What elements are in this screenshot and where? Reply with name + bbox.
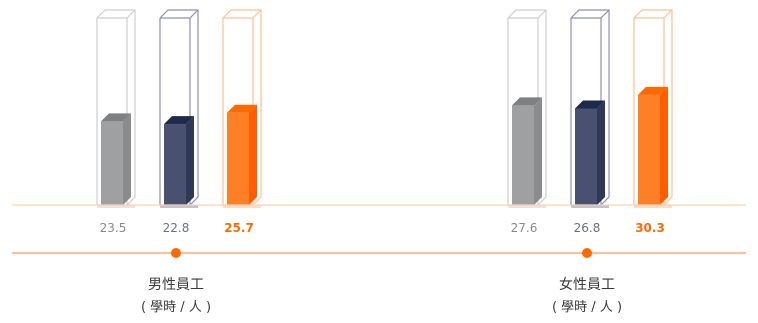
bar <box>164 116 194 205</box>
bar-front <box>638 94 660 205</box>
bar-container-base <box>508 205 546 208</box>
bar-top <box>227 104 257 113</box>
bar-side <box>534 97 542 205</box>
bar-top <box>638 86 668 95</box>
group-unit-label: ( 學時 / 人 ) <box>552 300 622 315</box>
bars <box>101 86 668 205</box>
bar-top <box>512 97 542 106</box>
group-axis-dot <box>582 248 592 258</box>
group-axis-dots <box>171 248 592 258</box>
group-labels: 男性員工 ( 學時 / 人 ) 女性員工 ( 學時 / 人 ) <box>141 276 622 315</box>
bar <box>512 97 542 205</box>
bar-front <box>575 108 597 205</box>
bar-front <box>101 121 123 205</box>
group-label: 男性員工 <box>148 277 204 293</box>
bar <box>101 113 131 205</box>
bar-side <box>123 113 131 205</box>
value-label: 27.6 <box>511 221 538 235</box>
group-axis-dot <box>171 248 181 258</box>
bar-side <box>249 104 257 205</box>
bar-front <box>164 124 186 205</box>
bar-top <box>101 113 131 122</box>
bar-container-base <box>160 205 198 208</box>
bar-top <box>575 100 605 109</box>
group-unit-label: ( 學時 / 人 ) <box>141 300 211 315</box>
value-label: 22.8 <box>163 221 190 235</box>
value-label: 30.3 <box>635 221 665 235</box>
value-label: 23.5 <box>100 221 127 235</box>
bar-container-base <box>223 205 261 208</box>
bar <box>638 86 668 205</box>
bar-front <box>227 112 249 205</box>
bar-side <box>597 100 605 205</box>
bar-container-base <box>97 205 135 208</box>
bar-top <box>164 116 194 125</box>
bar-front <box>512 105 534 205</box>
bar <box>227 104 257 205</box>
bar-container-base <box>571 205 609 208</box>
bar <box>575 100 605 205</box>
value-labels: 23.5 22.8 25.7 27.6 26.8 30.3 <box>100 221 665 235</box>
value-label: 25.7 <box>224 221 254 235</box>
group-label: 女性員工 <box>559 276 615 293</box>
bar-side <box>186 116 194 205</box>
bar-side <box>660 86 668 205</box>
value-label: 26.8 <box>574 221 601 235</box>
bar-container-base <box>634 205 672 208</box>
